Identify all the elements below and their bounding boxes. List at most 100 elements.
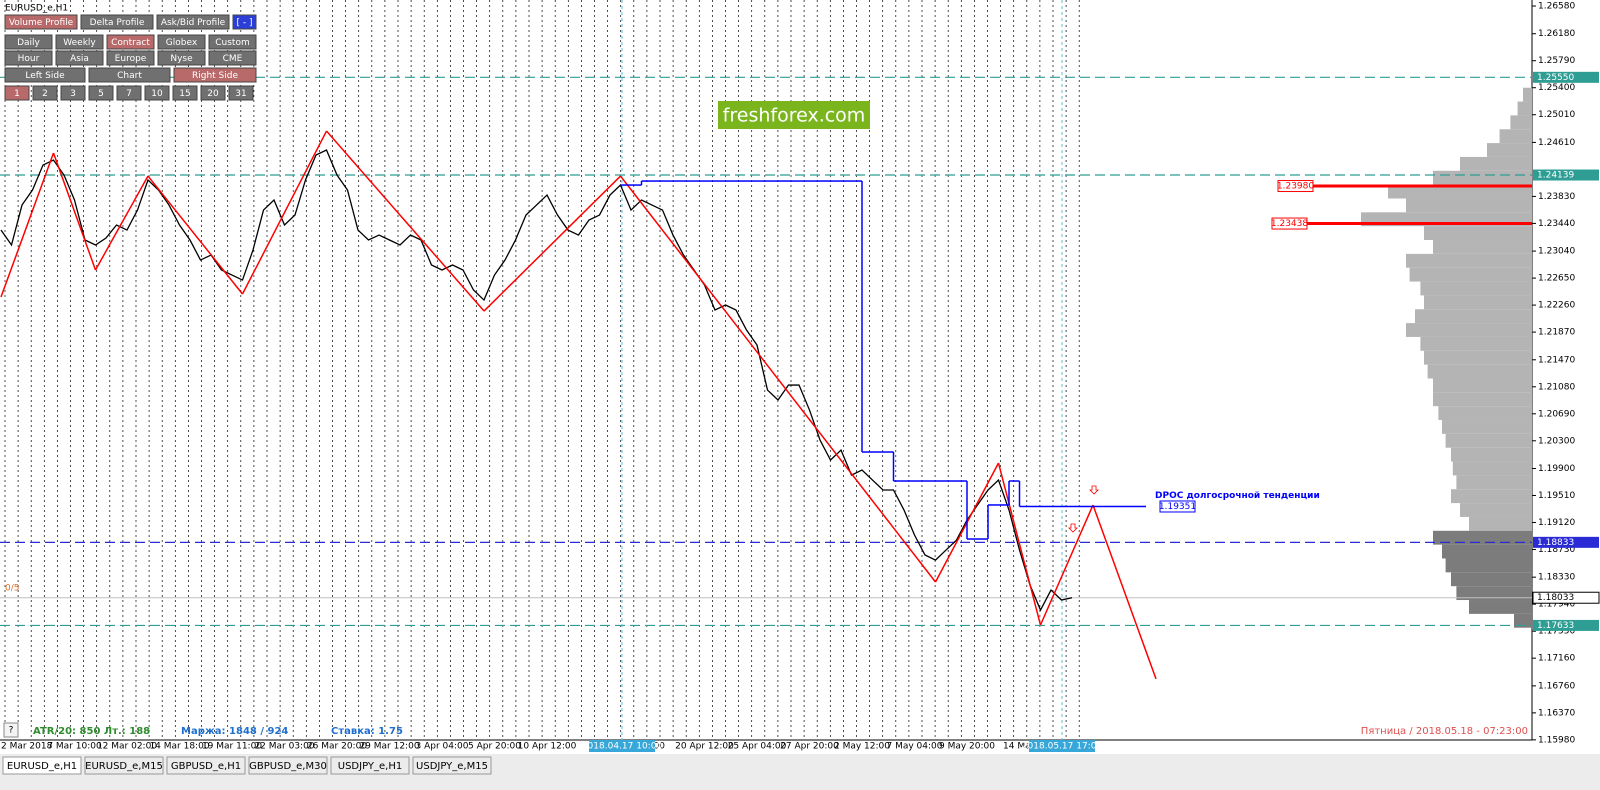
x-tick-label: 9 May 20:00	[939, 742, 995, 752]
button-label: Daily	[17, 38, 40, 48]
tab[interactable]	[248, 756, 328, 775]
panel-button[interactable]: 15	[172, 85, 198, 101]
level-label: 1.18833	[1537, 538, 1574, 548]
button-face[interactable]	[208, 50, 257, 66]
crosshair-box	[589, 740, 655, 752]
button-face[interactable]	[228, 85, 254, 101]
button-label: 3	[70, 89, 76, 99]
y-tick-label: 1.16760	[1538, 681, 1575, 691]
button-face[interactable]	[4, 34, 53, 50]
button-face[interactable]	[4, 85, 30, 101]
button-label: 7	[126, 89, 132, 99]
tab[interactable]	[166, 756, 246, 775]
panel-button[interactable]: CME	[208, 50, 257, 66]
panel-button[interactable]: 31	[228, 85, 254, 101]
button-label: 31	[235, 89, 246, 99]
button-face[interactable]	[4, 50, 53, 66]
x-tick-label: 22 Mar 03:00	[254, 742, 314, 752]
panel-button[interactable]: Europe	[106, 50, 155, 66]
profile-bar	[1420, 336, 1532, 351]
panel-button[interactable]: Right Side	[173, 67, 257, 83]
profile-bar	[1406, 253, 1532, 268]
panel-button[interactable]: Ask/Bid Profile	[156, 14, 230, 30]
x-tick-label: 25 Apr 04:00	[728, 742, 787, 752]
panel-button[interactable]: 10	[144, 85, 170, 101]
button-face[interactable]	[116, 85, 142, 101]
button-face[interactable]	[4, 14, 78, 30]
x-tick-label: 7 Mar 10:00	[47, 742, 102, 752]
panel-button[interactable]: [ - ]	[232, 14, 257, 30]
button-face[interactable]	[32, 85, 58, 101]
y-tick-label: 1.22650	[1538, 274, 1575, 284]
panel-button[interactable]: Delta Profile	[80, 14, 154, 30]
panel-button[interactable]: Chart	[88, 67, 171, 83]
button-face[interactable]	[55, 34, 104, 50]
panel-button[interactable]: 7	[116, 85, 142, 101]
panel-button[interactable]: Hour	[4, 50, 53, 66]
panel-button[interactable]: Custom	[208, 34, 257, 50]
button-face[interactable]	[232, 14, 257, 30]
panel-button[interactable]: Asia	[55, 50, 104, 66]
button-face[interactable]	[80, 14, 154, 30]
panel-button[interactable]: 5	[88, 85, 114, 101]
panel-button[interactable]: Nyse	[157, 50, 206, 66]
button-face[interactable]	[88, 67, 171, 83]
x-tick-label: 2 Mar 2018	[1, 742, 53, 752]
x-tick-label: 2 May 12:00	[834, 742, 890, 752]
help: ?	[9, 726, 14, 736]
button-face[interactable]	[208, 34, 257, 50]
zigzag-segment	[325, 130, 485, 312]
y-tick-label: 1.20300	[1538, 436, 1575, 446]
x-tick-label: 7 May 04:00	[887, 742, 943, 752]
button-face[interactable]	[200, 85, 226, 101]
button-face[interactable]	[60, 85, 86, 101]
button-face[interactable]	[55, 50, 104, 66]
button-face[interactable]	[106, 50, 155, 66]
button-label: Ask/Bid Profile	[161, 18, 226, 28]
button-label: 2	[42, 89, 48, 99]
profile-bar	[1424, 226, 1532, 241]
button-label: Right Side	[192, 71, 238, 81]
button-face[interactable]	[156, 14, 230, 30]
tab-label: EURUSD_e,M15	[85, 761, 163, 772]
panel-button[interactable]: Contract	[106, 34, 155, 50]
crosshair-label: 2018.05.17 17:00	[1022, 742, 1103, 752]
panel-button[interactable]: Daily	[4, 34, 53, 50]
panel-button[interactable]: 2	[32, 85, 58, 101]
y-tick-label: 1.26180	[1538, 29, 1575, 39]
button-face[interactable]	[157, 50, 206, 66]
tab[interactable]	[84, 756, 164, 775]
profile-bar	[1433, 530, 1532, 545]
y-tick-label: 1.18730	[1538, 545, 1575, 555]
profile-bar	[1499, 129, 1532, 144]
button-face[interactable]	[106, 34, 155, 50]
panel-button[interactable]: Volume Profile	[4, 14, 78, 30]
tab[interactable]	[412, 756, 492, 775]
panel-button[interactable]: 1	[4, 85, 30, 101]
panel-button[interactable]: 20	[200, 85, 226, 101]
x-tick-label: 27 Apr 20:00	[780, 742, 839, 752]
tab[interactable]	[2, 756, 82, 775]
button-face[interactable]	[4, 67, 86, 83]
tab[interactable]	[330, 756, 410, 775]
panel-button[interactable]: Weekly	[55, 34, 104, 50]
y-tick-label: 1.17940	[1538, 600, 1575, 610]
clock: Пятница / 2018.05.18 - 07:23:00	[1361, 726, 1528, 737]
zigzag-segment	[619, 175, 937, 583]
help-button[interactable]	[3, 722, 19, 738]
y-tick-label: 1.19900	[1538, 464, 1575, 474]
button-face[interactable]	[88, 85, 114, 101]
button-label: Globex	[166, 38, 198, 48]
panel-button[interactable]: 3	[60, 85, 86, 101]
button-face[interactable]	[173, 67, 257, 83]
panel-button[interactable]: Globex	[157, 34, 206, 50]
button-face[interactable]	[157, 34, 206, 50]
zigzag-segment	[1092, 504, 1157, 680]
profile-bar	[1469, 600, 1532, 614]
button-face[interactable]	[172, 85, 198, 101]
level-box	[1533, 169, 1599, 181]
panel-button[interactable]: Left Side	[4, 67, 86, 83]
zigzag-segment	[52, 152, 97, 271]
button-face[interactable]	[144, 85, 170, 101]
